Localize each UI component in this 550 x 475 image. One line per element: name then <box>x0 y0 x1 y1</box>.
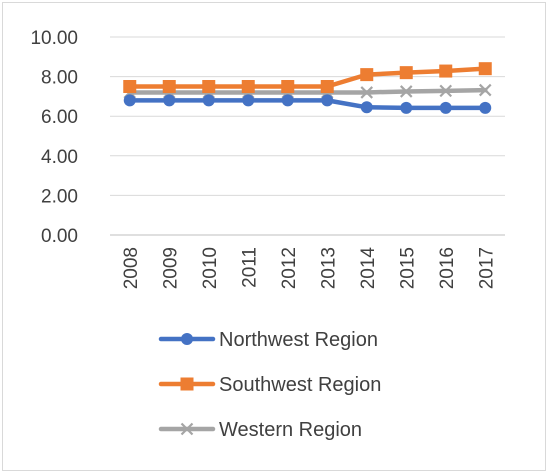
data-point <box>162 80 176 93</box>
data-point <box>281 80 295 93</box>
data-point <box>478 83 492 97</box>
data-point <box>320 80 334 93</box>
y-tick-label: 10.00 <box>30 28 78 49</box>
y-tick-label: 8.00 <box>41 68 78 89</box>
data-point <box>202 80 216 93</box>
x-marker-stroke <box>478 83 492 97</box>
y-tick-label: 6.00 <box>41 107 78 128</box>
x-tick-label: 2011 <box>239 247 260 288</box>
x-tick-label: 2012 <box>279 247 300 289</box>
data-point <box>439 101 452 114</box>
series-line <box>127 66 488 89</box>
legend: Northwest Region Southwest Region Western … <box>158 329 381 441</box>
data-point <box>360 101 373 114</box>
x-tick-label: 2017 <box>476 247 497 289</box>
series-lines <box>123 62 492 114</box>
gridlines <box>110 36 505 236</box>
x-tick-label: 2016 <box>437 247 458 289</box>
y-tick-label: 4.00 <box>41 147 78 168</box>
x-tick-label: 2008 <box>121 247 142 289</box>
legend-marker <box>180 377 194 391</box>
x-tick-label: 2013 <box>318 247 339 289</box>
x-marker-stroke <box>399 85 413 98</box>
x-tick-label: 2009 <box>160 247 181 289</box>
legend-label: Western Region <box>219 419 362 441</box>
series-line <box>127 98 488 111</box>
x-marker-stroke <box>360 86 374 99</box>
y-axis: 0.00 2.00 4.00 6.00 8.00 10.00 <box>30 28 78 247</box>
data-point <box>202 94 215 107</box>
legend-item: Southwest Region <box>158 374 381 396</box>
data-point <box>478 62 492 76</box>
data-point <box>360 86 374 99</box>
y-tick-label: 0.00 <box>41 226 78 247</box>
x-tick-label: 2015 <box>397 247 418 289</box>
legend-item: Northwest Region <box>158 329 378 351</box>
data-point <box>400 101 413 114</box>
data-point <box>163 94 176 107</box>
legend-label: Northwest Region <box>219 329 378 351</box>
chart-frame <box>2 2 546 471</box>
data-point <box>123 94 136 107</box>
x-marker-stroke <box>180 422 194 436</box>
x-axis: 2008 2009 2010 2011 2012 2013 2014 2015 2016 2017 <box>121 247 498 290</box>
data-point <box>360 68 374 82</box>
data-point <box>281 94 294 107</box>
x-marker-stroke <box>439 84 453 98</box>
data-point <box>321 94 334 107</box>
legend-marker <box>180 422 194 436</box>
legend-marker <box>181 333 193 345</box>
data-point <box>399 85 413 98</box>
series-line <box>127 87 488 95</box>
data-point <box>479 101 492 114</box>
legend-item: Western Region <box>158 419 362 441</box>
data-point <box>242 94 255 107</box>
series-northwest-region <box>123 94 492 114</box>
x-tick-label: 2010 <box>200 247 221 289</box>
data-point <box>123 80 137 93</box>
y-tick-label: 2.00 <box>41 186 78 207</box>
data-point <box>439 64 453 78</box>
x-tick-label: 2014 <box>358 247 379 290</box>
data-point <box>439 84 453 98</box>
data-point <box>399 66 413 80</box>
series-southwest-region <box>123 62 492 93</box>
data-point <box>241 80 255 93</box>
legend-label: Southwest Region <box>219 374 381 396</box>
